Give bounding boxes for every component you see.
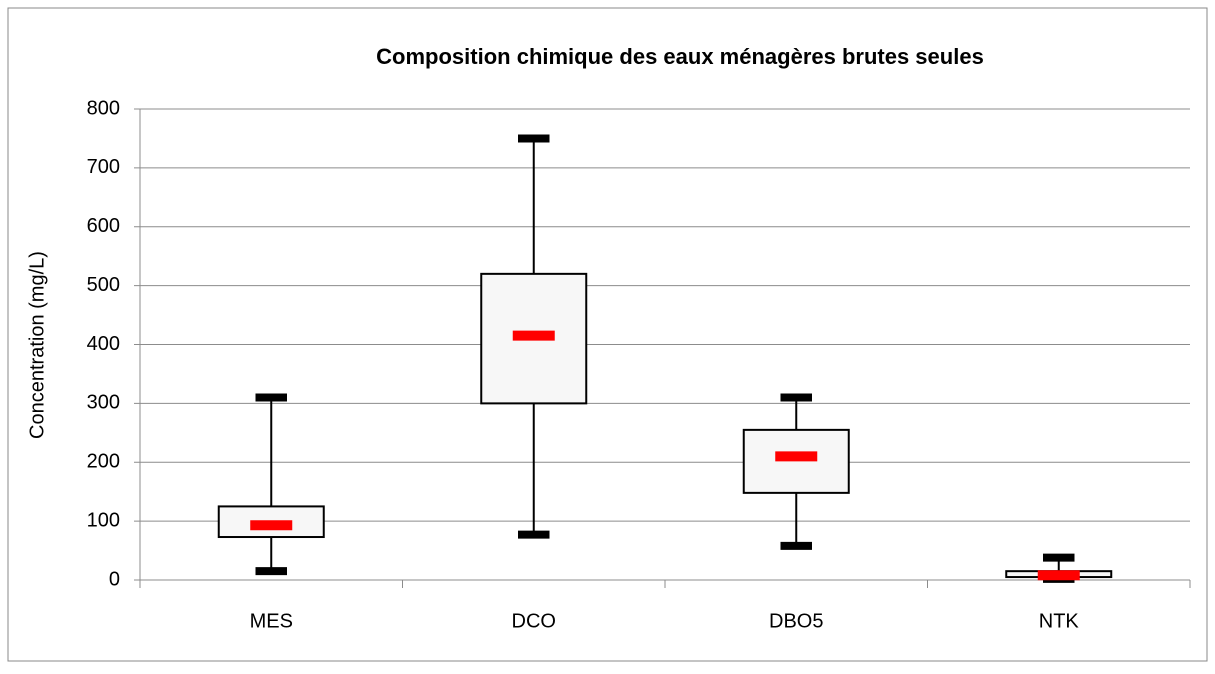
- y-tick-label: 300: [87, 392, 120, 414]
- y-tick-label: 200: [87, 451, 120, 473]
- y-tick-label: 600: [87, 215, 120, 237]
- y-axis-label: Concentration (mg/L): [26, 251, 48, 439]
- y-tick-label: 100: [87, 509, 120, 531]
- x-tick-label: MES: [250, 610, 293, 632]
- y-tick-label: 500: [87, 274, 120, 296]
- y-tick-label: 800: [87, 97, 120, 119]
- chart-border: [7, 7, 1208, 662]
- y-tick-label: 0: [109, 568, 120, 590]
- x-tick-label: DBO5: [769, 610, 823, 632]
- x-tick-label: NTK: [1039, 610, 1080, 632]
- x-tick-label: DCO: [512, 610, 556, 632]
- box: [742, 428, 850, 494]
- y-tick-label: 400: [87, 333, 120, 355]
- chart-title: Composition chimique des eaux ménagères …: [376, 44, 984, 69]
- y-tick-label: 700: [87, 156, 120, 178]
